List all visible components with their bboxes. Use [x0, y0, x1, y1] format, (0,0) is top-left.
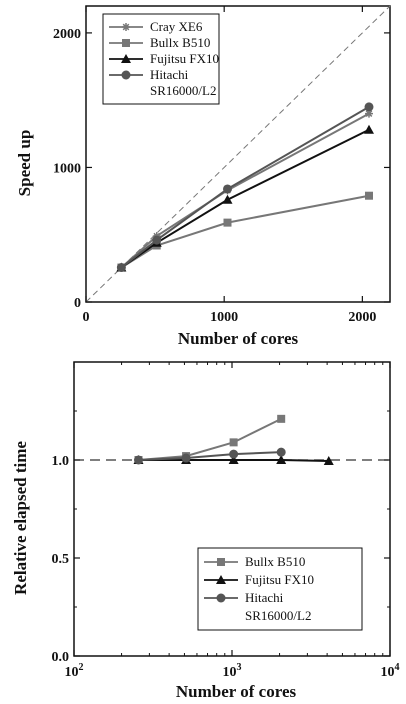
legend-marker-fujitsu-fx10	[216, 575, 226, 584]
data-point-hitachi-sr16000-l2	[222, 184, 232, 194]
data-point-hitachi-sr16000-l2	[276, 447, 286, 457]
legend-marker-bullx-b510	[122, 39, 130, 47]
x-tick-label-2000: 2000	[348, 310, 376, 325]
data-point-fujitsu-fx10	[363, 124, 374, 134]
series-line-cray-xe6	[120, 112, 370, 269]
x-tick-label-1000: 1000	[210, 310, 238, 325]
data-point-hitachi-sr16000-l2	[152, 235, 162, 245]
legend-marker-fujitsu-fx10	[121, 54, 131, 63]
data-point-hitachi-sr16000-l2	[116, 263, 126, 273]
series-line-fujitsu-fx10	[120, 128, 370, 269]
legend-label-fujitsu-fx10: Fujitsu FX10	[245, 572, 314, 587]
data-point-hitachi-sr16000-l2	[364, 102, 374, 112]
relative-time-chart: 102 103 104 0.0 0.5 1.0 Bullx B510 Fujitsu FX10…	[11, 361, 400, 701]
data-point-cray-xe6	[364, 109, 373, 118]
x-tick-label-10-3: 103	[223, 662, 242, 680]
data-point-fujitsu-fx10	[222, 194, 233, 204]
data-point-hitachi-sr16000-l2	[181, 453, 191, 463]
legend-label-fujitsu-fx10: Fujitsu FX10	[150, 51, 219, 66]
y-tick-label-1.0: 1.0	[52, 454, 70, 469]
legend-label-hitachi-sr16000-l2: Hitachi	[150, 67, 189, 82]
data-point-bullx-b510	[223, 218, 232, 227]
legend-marker-bullx-b510	[217, 558, 225, 566]
series-line-hitachi-sr16000-l2	[120, 106, 370, 269]
data-point-bullx-b510	[229, 438, 238, 447]
legend-label-bullx-b510: Bullx B510	[150, 35, 210, 50]
legend-label-hitachi-sr16000-l2: SR16000/L2	[150, 83, 216, 98]
data-point-fujitsu-fx10	[323, 455, 334, 465]
y-tick-label-0.5: 0.5	[52, 552, 70, 567]
legend-marker-hitachi-sr16000-l2	[216, 593, 226, 603]
data-point-fujitsu-fx10	[276, 455, 287, 464]
legend-label-hitachi-sr16000-l2: Hitachi	[245, 590, 284, 605]
legend-marker-cray-xe6	[122, 23, 130, 31]
relative-time-x-axis-title: Number of cores	[176, 682, 297, 701]
y-tick-label-0.0: 0.0	[52, 650, 70, 665]
speedup-y-axis-title: Speed up	[15, 130, 34, 197]
relative-time-y-axis-title: Relative elapsed time	[11, 441, 30, 595]
speedup-plot-frame	[85, 5, 391, 303]
data-point-hitachi-sr16000-l2	[134, 455, 144, 465]
legend-label-bullx-b510: Bullx B510	[245, 554, 305, 569]
data-point-hitachi-sr16000-l2	[229, 449, 239, 459]
y-tick-label-0: 0	[74, 296, 81, 311]
series-line-bullx-b510	[120, 194, 370, 269]
data-point-bullx-b510	[364, 191, 373, 200]
legend-label-cray-xe6: Cray XE6	[150, 19, 203, 34]
y-tick-label-1000: 1000	[53, 161, 81, 176]
x-tick-label-10-4: 104	[381, 662, 400, 680]
legend-marker-hitachi-sr16000-l2	[121, 70, 131, 80]
data-point-fujitsu-fx10	[228, 455, 239, 464]
series-line-hitachi-sr16000-l2	[138, 451, 282, 461]
x-tick-label-0: 0	[83, 310, 90, 325]
y-tick-label-2000: 2000	[53, 27, 81, 42]
legend-label-hitachi-sr16000-l2: SR16000/L2	[245, 608, 311, 623]
speedup-x-axis-title: Number of cores	[178, 329, 299, 348]
data-point-bullx-b510	[277, 414, 286, 423]
x-tick-label-10-2: 102	[65, 662, 84, 680]
